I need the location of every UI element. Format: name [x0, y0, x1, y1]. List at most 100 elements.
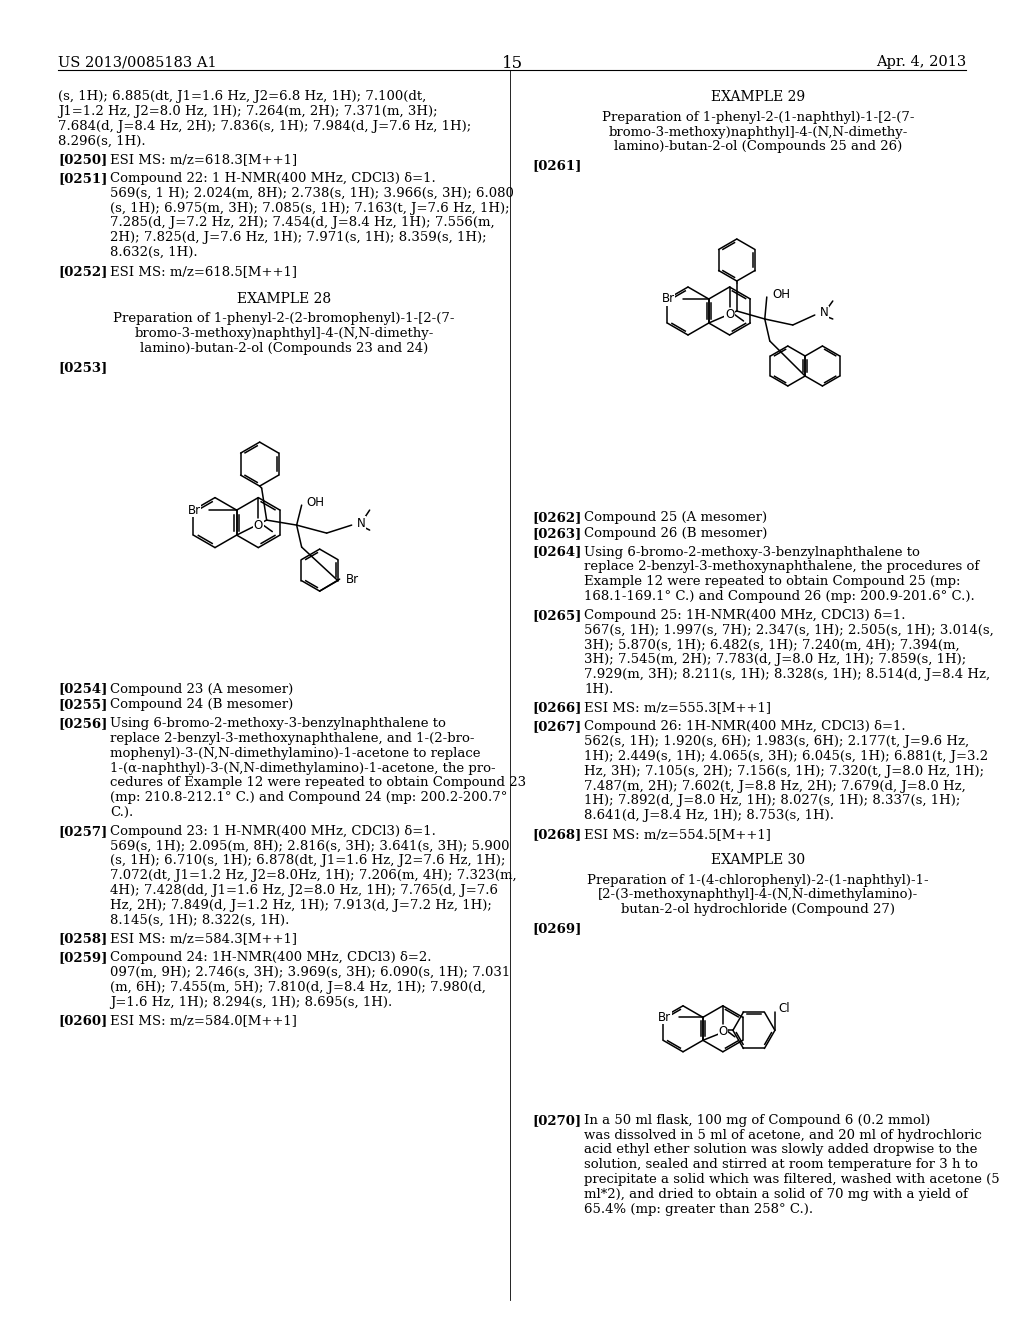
Text: 8.296(s, 1H).: 8.296(s, 1H).	[58, 135, 145, 148]
Text: replace 2-benzyl-3-methoxynaphthalene, the procedures of: replace 2-benzyl-3-methoxynaphthalene, t…	[584, 561, 979, 573]
Text: 3H); 7.545(m, 2H); 7.783(d, J=8.0 Hz, 1H); 7.859(s, 1H);: 3H); 7.545(m, 2H); 7.783(d, J=8.0 Hz, 1H…	[584, 653, 967, 667]
Text: lamino)-butan-2-ol (Compounds 23 and 24): lamino)-butan-2-ol (Compounds 23 and 24)	[140, 342, 428, 355]
Text: 569(s, 1H); 2.095(m, 8H); 2.816(s, 3H); 3.641(s, 3H); 5.900: 569(s, 1H); 2.095(m, 8H); 2.816(s, 3H); …	[110, 840, 510, 853]
Text: (s, 1H); 6.885(dt, J1=1.6 Hz, J2=6.8 Hz, 1H); 7.100(dt,: (s, 1H); 6.885(dt, J1=1.6 Hz, J2=6.8 Hz,…	[58, 90, 426, 103]
Text: EXAMPLE 30: EXAMPLE 30	[711, 853, 805, 867]
Text: (mp: 210.8-212.1° C.) and Compound 24 (mp: 200.2-200.7°: (mp: 210.8-212.1° C.) and Compound 24 (m…	[110, 791, 507, 804]
Text: 7.072(dt, J1=1.2 Hz, J2=8.0Hz, 1H); 7.206(m, 4H); 7.323(m,: 7.072(dt, J1=1.2 Hz, J2=8.0Hz, 1H); 7.20…	[110, 869, 517, 882]
Text: was dissolved in 5 ml of acetone, and 20 ml of hydrochloric: was dissolved in 5 ml of acetone, and 20…	[584, 1129, 982, 1142]
Text: OH: OH	[306, 495, 325, 508]
Text: Preparation of 1-phenyl-2-(1-naphthyl)-1-[2-(7-: Preparation of 1-phenyl-2-(1-naphthyl)-1…	[602, 111, 914, 124]
Text: ml*2), and dried to obtain a solid of 70 mg with a yield of: ml*2), and dried to obtain a solid of 70…	[584, 1188, 968, 1201]
Text: 7.929(m, 3H); 8.211(s, 1H); 8.328(s, 1H); 8.514(d, J=8.4 Hz,: 7.929(m, 3H); 8.211(s, 1H); 8.328(s, 1H)…	[584, 668, 990, 681]
Text: Compound 23 (A mesomer): Compound 23 (A mesomer)	[110, 682, 293, 696]
Text: Compound 25 (A mesomer): Compound 25 (A mesomer)	[584, 511, 767, 524]
Text: [0264]: [0264]	[532, 545, 582, 558]
Text: Br: Br	[662, 293, 675, 305]
Text: Using 6-bromo-2-methoxy-3-benzylnaphthalene to: Using 6-bromo-2-methoxy-3-benzylnaphthal…	[584, 545, 920, 558]
Text: C.).: C.).	[110, 807, 133, 818]
Text: precipitate a solid which was filtered, washed with acetone (5: precipitate a solid which was filtered, …	[584, 1173, 999, 1185]
Text: [0268]: [0268]	[532, 828, 582, 841]
Text: replace 2-benzyl-3-methoxynaphthalene, and 1-(2-bro-: replace 2-benzyl-3-methoxynaphthalene, a…	[110, 733, 474, 744]
Text: cedures of Example 12 were repeated to obtain Compound 23: cedures of Example 12 were repeated to o…	[110, 776, 526, 789]
Text: 3H); 5.870(s, 1H); 6.482(s, 1H); 7.240(m, 4H); 7.394(m,: 3H); 5.870(s, 1H); 6.482(s, 1H); 7.240(m…	[584, 639, 959, 651]
Text: mophenyl)-3-(N,N-dimethylamino)-1-acetone to replace: mophenyl)-3-(N,N-dimethylamino)-1-aceton…	[110, 747, 480, 760]
Text: Br: Br	[187, 504, 201, 516]
Text: N: N	[820, 306, 828, 319]
Text: [0263]: [0263]	[532, 527, 582, 540]
Text: [0267]: [0267]	[532, 721, 582, 734]
Text: J=1.6 Hz, 1H); 8.294(s, 1H); 8.695(s, 1H).: J=1.6 Hz, 1H); 8.294(s, 1H); 8.695(s, 1H…	[110, 995, 392, 1008]
Text: US 2013/0085183 A1: US 2013/0085183 A1	[58, 55, 217, 69]
Text: 7.487(m, 2H); 7.602(t, J=8.8 Hz, 2H); 7.679(d, J=8.0 Hz,: 7.487(m, 2H); 7.602(t, J=8.8 Hz, 2H); 7.…	[584, 780, 966, 792]
Text: 1H); 2.449(s, 1H); 4.065(s, 3H); 6.045(s, 1H); 6.881(t, J=3.2: 1H); 2.449(s, 1H); 4.065(s, 3H); 6.045(s…	[584, 750, 988, 763]
Text: [0270]: [0270]	[532, 1114, 582, 1127]
Text: [0253]: [0253]	[58, 360, 108, 374]
Text: Br: Br	[657, 1011, 671, 1024]
Text: 2H); 7.825(d, J=7.6 Hz, 1H); 7.971(s, 1H); 8.359(s, 1H);: 2H); 7.825(d, J=7.6 Hz, 1H); 7.971(s, 1H…	[110, 231, 486, 244]
Text: [0252]: [0252]	[58, 265, 108, 277]
Text: 8.641(d, J=8.4 Hz, 1H); 8.753(s, 1H).: 8.641(d, J=8.4 Hz, 1H); 8.753(s, 1H).	[584, 809, 834, 822]
Text: 1H).: 1H).	[584, 682, 613, 696]
Text: Compound 22: 1 H-NMR(400 MHz, CDCl3) δ=1.: Compound 22: 1 H-NMR(400 MHz, CDCl3) δ=1…	[110, 172, 436, 185]
Text: Hz, 3H); 7.105(s, 2H); 7.156(s, 1H); 7.320(t, J=8.0 Hz, 1H);: Hz, 3H); 7.105(s, 2H); 7.156(s, 1H); 7.3…	[584, 764, 984, 777]
Text: ESI MS: m/z=584.3[M++1]: ESI MS: m/z=584.3[M++1]	[110, 932, 297, 945]
Text: Hz, 2H); 7.849(d, J=1.2 Hz, 1H); 7.913(d, J=7.2 Hz, 1H);: Hz, 2H); 7.849(d, J=1.2 Hz, 1H); 7.913(d…	[110, 899, 492, 912]
Text: [0262]: [0262]	[532, 511, 582, 524]
Text: 4H); 7.428(dd, J1=1.6 Hz, J2=8.0 Hz, 1H); 7.765(d, J=7.6: 4H); 7.428(dd, J1=1.6 Hz, J2=8.0 Hz, 1H)…	[110, 884, 498, 898]
Text: O: O	[725, 309, 734, 322]
Text: [0259]: [0259]	[58, 952, 108, 964]
Text: Compound 24 (B mesomer): Compound 24 (B mesomer)	[110, 698, 293, 711]
Text: Preparation of 1-phenyl-2-(2-bromophenyl)-1-[2-(7-: Preparation of 1-phenyl-2-(2-bromophenyl…	[114, 313, 455, 326]
Text: [0254]: [0254]	[58, 682, 108, 696]
Text: ESI MS: m/z=618.3[M++1]: ESI MS: m/z=618.3[M++1]	[110, 153, 297, 166]
Text: bromo-3-methoxy)naphthyl]-4-(N,N-dimethy-: bromo-3-methoxy)naphthyl]-4-(N,N-dimethy…	[134, 327, 434, 341]
Text: N: N	[356, 516, 366, 529]
Text: [0251]: [0251]	[58, 172, 108, 185]
Text: 567(s, 1H); 1.997(s, 7H); 2.347(s, 1H); 2.505(s, 1H); 3.014(s,: 567(s, 1H); 1.997(s, 7H); 2.347(s, 1H); …	[584, 623, 993, 636]
Text: O: O	[254, 519, 263, 532]
Text: bromo-3-methoxy)naphthyl]-4-(N,N-dimethy-: bromo-3-methoxy)naphthyl]-4-(N,N-dimethy…	[608, 125, 907, 139]
Text: lamino)-butan-2-ol (Compounds 25 and 26): lamino)-butan-2-ol (Compounds 25 and 26)	[613, 140, 902, 153]
Text: Compound 26: 1H-NMR(400 MHz, CDCl3) δ=1.: Compound 26: 1H-NMR(400 MHz, CDCl3) δ=1.	[584, 721, 905, 734]
Text: Apr. 4, 2013: Apr. 4, 2013	[876, 55, 966, 69]
Text: Compound 24: 1H-NMR(400 MHz, CDCl3) δ=2.: Compound 24: 1H-NMR(400 MHz, CDCl3) δ=2.	[110, 952, 431, 964]
Text: 168.1-169.1° C.) and Compound 26 (mp: 200.9-201.6° C.).: 168.1-169.1° C.) and Compound 26 (mp: 20…	[584, 590, 975, 603]
Text: 7.285(d, J=7.2 Hz, 2H); 7.454(d, J=8.4 Hz, 1H); 7.556(m,: 7.285(d, J=7.2 Hz, 2H); 7.454(d, J=8.4 H…	[110, 216, 495, 230]
Text: [0250]: [0250]	[58, 153, 108, 166]
Text: solution, sealed and stirred at room temperature for 3 h to: solution, sealed and stirred at room tem…	[584, 1158, 978, 1171]
Text: Preparation of 1-(4-chlorophenyl)-2-(1-naphthyl)-1-: Preparation of 1-(4-chlorophenyl)-2-(1-n…	[587, 874, 929, 887]
Text: ESI MS: m/z=618.5[M++1]: ESI MS: m/z=618.5[M++1]	[110, 265, 297, 277]
Text: 65.4% (mp: greater than 258° C.).: 65.4% (mp: greater than 258° C.).	[584, 1203, 813, 1216]
Text: O: O	[718, 1026, 727, 1039]
Text: [2-(3-methoxynaphthyl]-4-(N,N-dimethylamino)-: [2-(3-methoxynaphthyl]-4-(N,N-dimethylam…	[598, 888, 919, 902]
Text: Example 12 were repeated to obtain Compound 25 (mp:: Example 12 were repeated to obtain Compo…	[584, 576, 961, 589]
Text: [0266]: [0266]	[532, 702, 582, 714]
Text: (s, 1H); 6.710(s, 1H); 6.878(dt, J1=1.6 Hz, J2=7.6 Hz, 1H);: (s, 1H); 6.710(s, 1H); 6.878(dt, J1=1.6 …	[110, 854, 506, 867]
Text: 8.145(s, 1H); 8.322(s, 1H).: 8.145(s, 1H); 8.322(s, 1H).	[110, 913, 290, 927]
Text: 097(m, 9H); 2.746(s, 3H); 3.969(s, 3H); 6.090(s, 1H); 7.031: 097(m, 9H); 2.746(s, 3H); 3.969(s, 3H); …	[110, 966, 510, 979]
Text: ESI MS: m/z=555.3[M++1]: ESI MS: m/z=555.3[M++1]	[584, 702, 771, 714]
Text: Compound 23: 1 H-NMR(400 MHz, CDCl3) δ=1.: Compound 23: 1 H-NMR(400 MHz, CDCl3) δ=1…	[110, 825, 436, 838]
Text: EXAMPLE 28: EXAMPLE 28	[237, 292, 331, 306]
Text: [0255]: [0255]	[58, 698, 108, 711]
Text: ESI MS: m/z=584.0[M++1]: ESI MS: m/z=584.0[M++1]	[110, 1014, 297, 1027]
Text: 8.632(s, 1H).: 8.632(s, 1H).	[110, 246, 198, 259]
Text: Cl: Cl	[778, 1002, 790, 1015]
Text: Br: Br	[346, 573, 358, 586]
Text: Compound 26 (B mesomer): Compound 26 (B mesomer)	[584, 527, 767, 540]
Text: ESI MS: m/z=554.5[M++1]: ESI MS: m/z=554.5[M++1]	[584, 828, 771, 841]
Text: Using 6-bromo-2-methoxy-3-benzylnaphthalene to: Using 6-bromo-2-methoxy-3-benzylnaphthal…	[110, 717, 445, 730]
Text: (s, 1H); 6.975(m, 3H); 7.085(s, 1H); 7.163(t, J=7.6 Hz, 1H);: (s, 1H); 6.975(m, 3H); 7.085(s, 1H); 7.1…	[110, 202, 510, 215]
Text: Compound 25: 1H-NMR(400 MHz, CDCl3) δ=1.: Compound 25: 1H-NMR(400 MHz, CDCl3) δ=1.	[584, 609, 905, 622]
Text: [0260]: [0260]	[58, 1014, 108, 1027]
Text: 1-(α-naphthyl)-3-(N,N-dimethylamino)-1-acetone, the pro-: 1-(α-naphthyl)-3-(N,N-dimethylamino)-1-a…	[110, 762, 496, 775]
Text: [0258]: [0258]	[58, 932, 108, 945]
Text: [0256]: [0256]	[58, 717, 108, 730]
Text: 15: 15	[502, 55, 522, 73]
Text: In a 50 ml flask, 100 mg of Compound 6 (0.2 mmol): In a 50 ml flask, 100 mg of Compound 6 (…	[584, 1114, 930, 1127]
Text: [0261]: [0261]	[532, 160, 582, 172]
Text: 569(s, 1 H); 2.024(m, 8H); 2.738(s, 1H); 3.966(s, 3H); 6.080: 569(s, 1 H); 2.024(m, 8H); 2.738(s, 1H);…	[110, 187, 514, 199]
Text: 562(s, 1H); 1.920(s, 6H); 1.983(s, 6H); 2.177(t, J=9.6 Hz,: 562(s, 1H); 1.920(s, 6H); 1.983(s, 6H); …	[584, 735, 969, 748]
Text: EXAMPLE 29: EXAMPLE 29	[711, 90, 805, 104]
